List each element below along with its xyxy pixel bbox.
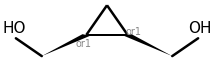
Text: OH: OH xyxy=(189,21,212,36)
Text: or1: or1 xyxy=(75,39,91,49)
Polygon shape xyxy=(86,34,128,36)
Text: HO: HO xyxy=(2,21,25,36)
Text: or1: or1 xyxy=(126,27,142,37)
Polygon shape xyxy=(42,34,90,56)
Polygon shape xyxy=(124,34,172,56)
